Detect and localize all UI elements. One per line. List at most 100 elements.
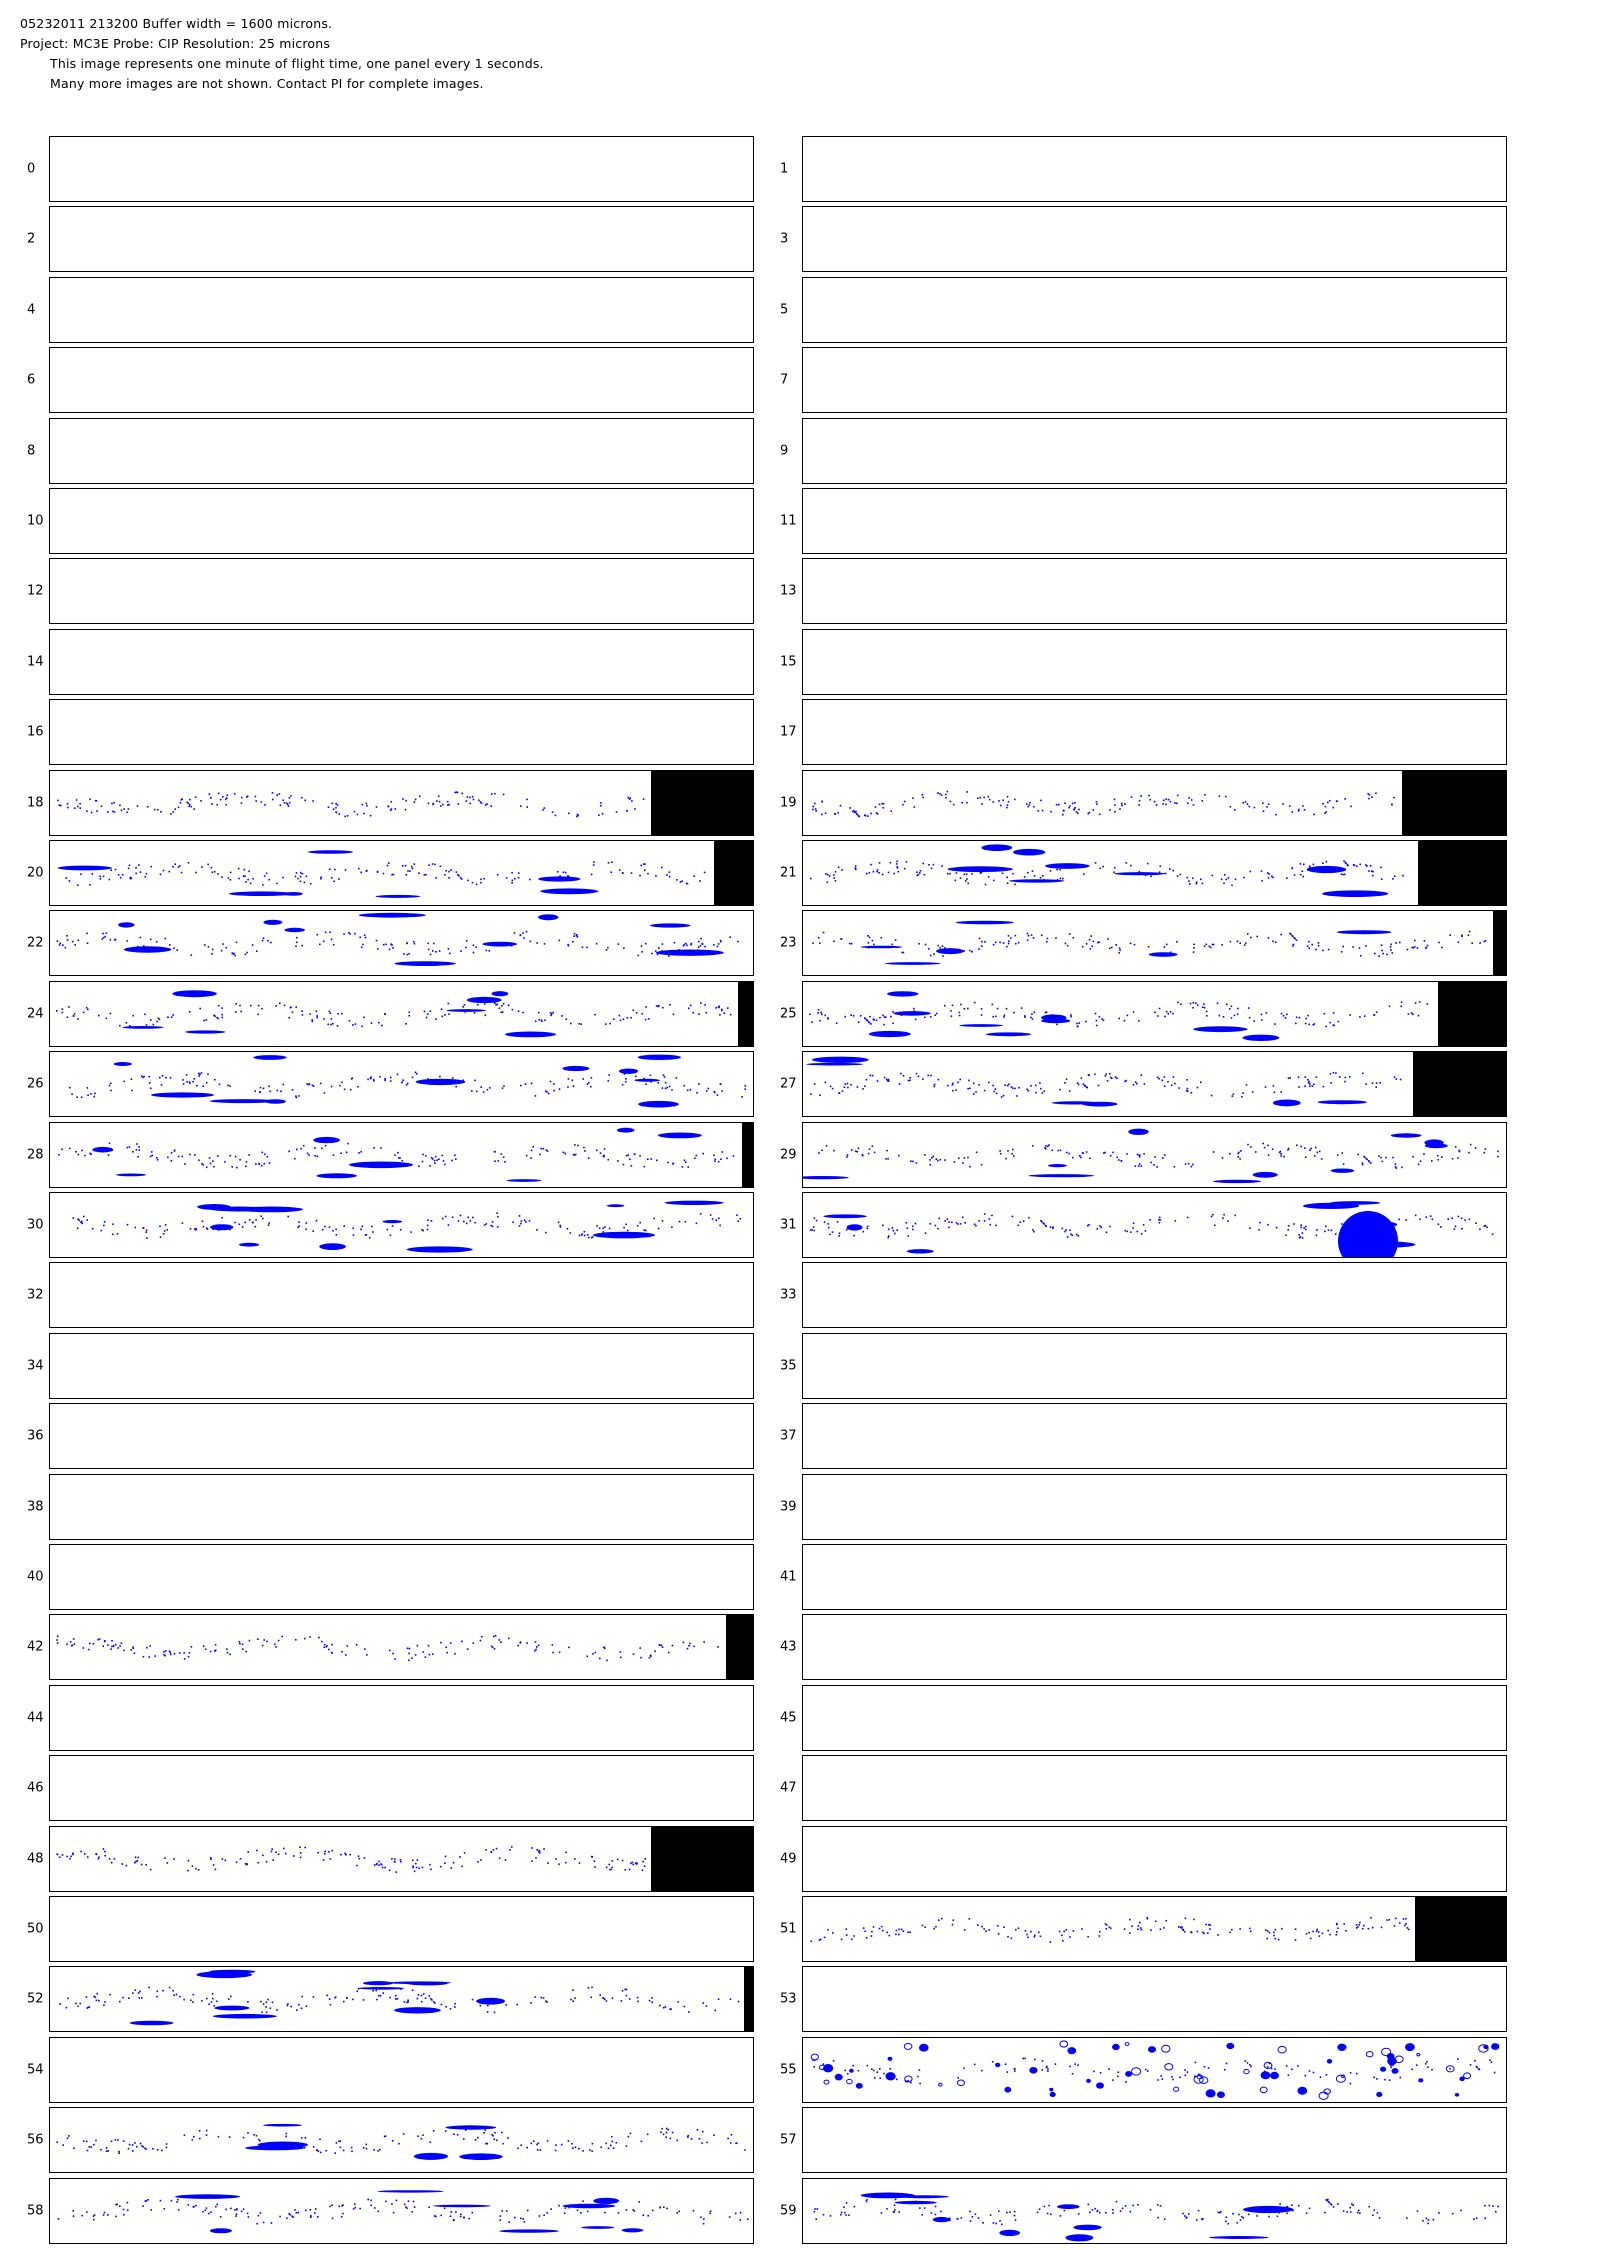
particle-dot xyxy=(463,2216,465,2219)
particle-dot xyxy=(1425,1216,1428,1218)
particle-dot xyxy=(205,1166,208,1169)
particle-dot xyxy=(1045,1011,1048,1013)
particle-dot xyxy=(1091,945,1093,948)
unused-buffer-fill xyxy=(714,841,753,905)
particle-dot xyxy=(944,947,946,949)
particle-dot xyxy=(1365,945,1367,947)
particle-dot xyxy=(850,1014,852,1016)
particle-dot xyxy=(973,1082,975,1085)
particle-image-panel xyxy=(49,1896,754,1962)
particle-dot xyxy=(1034,1934,1036,1937)
particle-dot xyxy=(1297,810,1300,812)
particle-dot xyxy=(1349,2206,1351,2209)
particle-dot xyxy=(715,1007,717,1009)
particle-dot xyxy=(849,807,851,809)
particle-dot xyxy=(864,1017,867,1020)
particle-dot xyxy=(193,1228,196,1230)
particle-blob xyxy=(413,2152,448,2160)
particle-dot xyxy=(1282,1015,1285,1017)
particle-image xyxy=(50,1263,754,1328)
particle-blob xyxy=(115,1173,147,1177)
particle-dot xyxy=(502,793,505,796)
particle-dot xyxy=(847,1086,849,1089)
particle-dot xyxy=(72,2210,74,2212)
particle-dot xyxy=(815,2218,817,2220)
particle-dot xyxy=(282,876,284,879)
particle-dot xyxy=(455,1158,457,1160)
particle-dot xyxy=(952,1082,954,1085)
particle-dot xyxy=(177,2198,179,2201)
panel-index-label: 32 xyxy=(27,1287,44,1303)
particle-dot xyxy=(174,863,177,865)
particle-dot xyxy=(907,2080,909,2082)
particle-dot xyxy=(341,1081,343,1084)
particle-dot xyxy=(1265,1012,1268,1014)
particle-dot xyxy=(568,1646,570,1649)
particle-dot xyxy=(156,1990,159,1993)
particle-dot xyxy=(878,803,881,806)
particle-dot xyxy=(1113,871,1115,873)
particle-dot xyxy=(526,2146,528,2149)
particle-dot xyxy=(261,1644,264,1647)
particle-dot xyxy=(898,1083,901,1085)
particle-dot xyxy=(1038,2208,1041,2210)
particle-dot xyxy=(628,798,631,800)
particle-dot xyxy=(1165,1919,1167,1922)
particle-dot xyxy=(177,2209,180,2211)
particle-dot xyxy=(343,1088,346,1091)
particle-image-panel xyxy=(49,1755,754,1821)
particle-dot xyxy=(103,2211,106,2214)
particle-dot xyxy=(1437,1223,1440,1225)
particle-dot xyxy=(845,2202,848,2204)
particle-dot xyxy=(459,1856,461,1858)
particle-dot xyxy=(1202,1931,1204,1934)
particle-dot xyxy=(379,1076,381,1078)
particle-dot xyxy=(621,1859,624,1862)
particle-dot xyxy=(139,936,142,939)
particle-dot xyxy=(1359,2212,1361,2214)
particle-ring xyxy=(919,2043,929,2052)
particle-dot xyxy=(1274,941,1277,943)
particle-dot xyxy=(195,2204,197,2207)
particle-blob xyxy=(846,1224,863,1231)
particle-dot xyxy=(258,1091,261,1093)
particle-dot xyxy=(450,1867,452,1869)
particle-dot xyxy=(1026,1933,1028,1936)
particle-dot xyxy=(856,1086,859,1088)
particle-dot xyxy=(1013,1155,1015,1157)
particle-dot xyxy=(501,2131,503,2134)
particle-dot xyxy=(504,1859,507,1861)
particle-dot xyxy=(865,1937,868,1939)
particle-dot xyxy=(81,1149,83,1152)
particle-dot xyxy=(337,1013,339,1015)
particle-dot xyxy=(1312,1930,1314,1933)
particle-dot xyxy=(651,2209,654,2212)
particle-image xyxy=(809,1201,1494,1257)
particle-image-panel xyxy=(802,206,1507,272)
particle-dot xyxy=(996,1007,999,1010)
particle-dot xyxy=(924,1926,926,1928)
particle-dot xyxy=(265,1861,268,1863)
particle-dot xyxy=(415,1073,418,1075)
particle-dot xyxy=(324,1144,327,1147)
particle-dot xyxy=(933,953,935,955)
particle-dot xyxy=(142,1655,145,1658)
unused-buffer-fill xyxy=(1415,1897,1506,1961)
particle-dot xyxy=(716,1094,719,1096)
particle-dot xyxy=(668,875,671,878)
particle-ring xyxy=(834,2073,843,2081)
particle-dot xyxy=(1243,876,1245,879)
particle-dot xyxy=(848,2214,850,2216)
particle-dot xyxy=(335,1234,338,1236)
particle-dot xyxy=(478,799,480,802)
particle-dot xyxy=(144,1013,146,1016)
particle-dot xyxy=(170,813,172,815)
particle-dot xyxy=(924,943,927,946)
particle-dot xyxy=(394,1658,396,1660)
particle-dot xyxy=(1073,808,1075,811)
particle-dot xyxy=(1158,1218,1160,1221)
particle-dot xyxy=(543,807,546,809)
particle-dot xyxy=(659,1644,661,1646)
particle-dot xyxy=(982,2222,984,2224)
particle-dot xyxy=(1292,945,1294,947)
